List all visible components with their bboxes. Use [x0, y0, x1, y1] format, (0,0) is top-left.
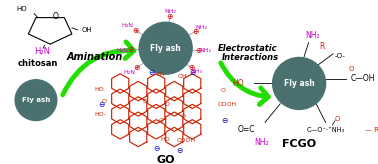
Text: Fly ash: Fly ash — [22, 97, 50, 103]
Text: HO: HO — [16, 6, 26, 12]
Text: ⊖: ⊖ — [98, 100, 104, 109]
Text: O: O — [158, 118, 163, 123]
Circle shape — [15, 80, 57, 121]
Text: OH: OH — [81, 27, 92, 33]
Text: OH: OH — [178, 74, 187, 80]
Text: Amination: Amination — [67, 52, 123, 62]
Text: O: O — [165, 102, 170, 107]
Text: NH₂: NH₂ — [164, 9, 177, 14]
Text: ⊖: ⊖ — [148, 68, 155, 77]
Text: ⊕: ⊕ — [195, 46, 202, 55]
Text: ⊖: ⊖ — [177, 146, 183, 155]
FancyArrowPatch shape — [221, 63, 268, 104]
FancyArrowPatch shape — [63, 42, 134, 95]
Text: -O-: -O- — [335, 53, 346, 59]
Text: FCGO: FCGO — [282, 139, 316, 149]
Text: ⊕: ⊕ — [132, 26, 139, 35]
Text: NH₂: NH₂ — [254, 138, 268, 147]
Text: H₂N: H₂N — [122, 23, 134, 29]
Text: O: O — [143, 100, 147, 104]
Text: ⊕: ⊕ — [166, 12, 173, 21]
Text: NH₂: NH₂ — [305, 31, 320, 40]
Text: COOH: COOH — [177, 138, 196, 144]
Text: GO: GO — [156, 155, 175, 164]
Text: OH: OH — [156, 72, 166, 77]
Circle shape — [139, 22, 192, 74]
Text: H₂N: H₂N — [34, 47, 50, 56]
Text: Fly ash: Fly ash — [150, 44, 181, 53]
Text: NH₂: NH₂ — [196, 25, 208, 30]
Text: O: O — [102, 100, 107, 104]
Text: O: O — [334, 116, 340, 122]
Text: Interactions: Interactions — [222, 53, 279, 62]
Text: NH₂: NH₂ — [200, 49, 211, 53]
Text: O: O — [53, 12, 59, 21]
Text: — R: — R — [366, 127, 378, 133]
Text: ⊖: ⊖ — [189, 68, 195, 77]
Text: H₂N: H₂N — [124, 70, 136, 75]
Text: HO: HO — [94, 87, 104, 92]
Text: ⊖: ⊖ — [221, 116, 228, 125]
Text: Fly ash: Fly ash — [284, 79, 314, 88]
Text: O: O — [349, 66, 354, 72]
Text: O: O — [180, 114, 185, 119]
Text: ⊕: ⊕ — [127, 45, 134, 54]
Text: H₂N: H₂N — [116, 48, 128, 53]
Text: HO-: HO- — [94, 112, 106, 117]
Text: Electrostatic: Electrostatic — [218, 44, 278, 53]
Text: ⊕: ⊕ — [133, 63, 140, 72]
Text: ⊕: ⊕ — [188, 63, 194, 72]
Circle shape — [273, 58, 325, 109]
Text: O=C: O=C — [238, 125, 256, 134]
Text: C—O⁻·⁺NH₃: C—O⁻·⁺NH₃ — [307, 127, 345, 133]
Text: O: O — [220, 88, 226, 93]
Text: chitosan: chitosan — [18, 59, 58, 68]
Text: ⊖: ⊖ — [153, 144, 160, 153]
Text: C—OH: C—OH — [350, 74, 375, 83]
Text: NH₃: NH₃ — [190, 69, 202, 74]
Text: COOH: COOH — [218, 102, 237, 107]
Text: ⊕: ⊕ — [192, 27, 198, 36]
Text: R: R — [319, 42, 325, 51]
Text: HO: HO — [161, 137, 170, 142]
Text: HO: HO — [232, 79, 244, 88]
